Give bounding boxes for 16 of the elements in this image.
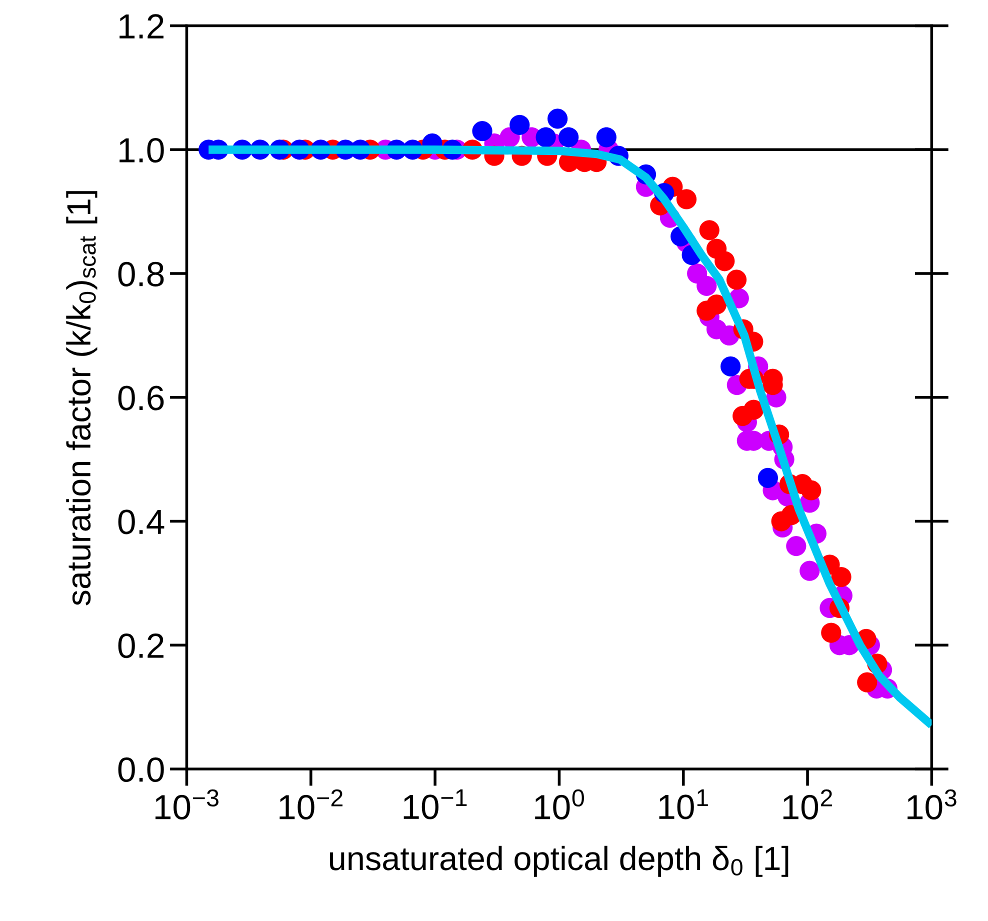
y-tick-label: 0.8 xyxy=(118,262,164,286)
x-tick-label: 10$^{2}$ xyxy=(783,789,832,820)
y-tick-label: 0.6 xyxy=(118,386,164,410)
x-tick-label: 10$^{1}$ xyxy=(659,789,708,820)
y-tick-label: 0.4 xyxy=(118,510,164,534)
x-tick-label: 10$^{−3}$ xyxy=(156,789,218,820)
y-axis-title: saturation factor (k/k$_{0}$)$_{scat}$ [1] xyxy=(66,191,98,606)
y-tick-label: 0.0 xyxy=(118,757,164,782)
y-tick-label: 1.2 xyxy=(120,14,164,38)
x-tick-label: 10$^{0}$ xyxy=(535,789,584,820)
x-tick-label: 10$^{−2}$ xyxy=(280,789,342,820)
x-axis-title: unsaturated optical depth δ$_{0}$ [1] xyxy=(330,846,788,877)
y-tick-label: 0.2 xyxy=(118,633,164,658)
x-tick-label: 10$^{−1}$ xyxy=(404,789,467,820)
y-tick-label: 1.0 xyxy=(120,138,164,163)
x-tick-label: 10$^{3}$ xyxy=(908,789,956,820)
